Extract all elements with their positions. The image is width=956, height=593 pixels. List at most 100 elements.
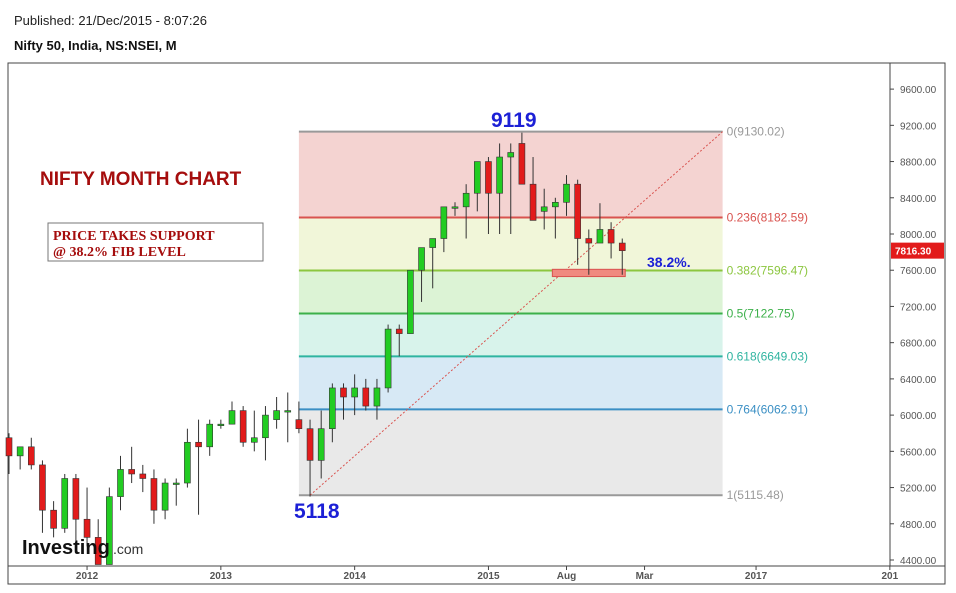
candle-body — [384, 328, 392, 389]
fib-label-0.5: 0.5(7122.75) — [727, 306, 795, 320]
candle-body — [507, 152, 515, 158]
x-tick-label: 2013 — [210, 571, 233, 582]
y-tick-label: 9200.00 — [900, 121, 937, 132]
x-tick-label: 2015 — [477, 571, 500, 582]
candle-body — [284, 410, 292, 413]
candle-body — [329, 387, 336, 429]
y-tick-label: 5600.00 — [900, 447, 937, 458]
candle-body — [150, 478, 158, 511]
investing-logo-suffix: .com — [113, 541, 143, 557]
fib-zone — [298, 313, 723, 357]
candle-body — [618, 242, 626, 251]
candle-body — [462, 192, 470, 208]
candle-body — [340, 387, 347, 398]
y-tick-label: 6400.00 — [900, 375, 937, 386]
annotation-box — [47, 222, 264, 262]
candle-body — [473, 161, 481, 194]
candle-body — [217, 423, 225, 426]
last-price-tag — [891, 242, 944, 259]
candle-body — [485, 161, 492, 194]
candle-body — [574, 183, 581, 239]
candle-body — [94, 537, 102, 565]
candle-body — [540, 206, 548, 212]
x-tick-label: Aug — [557, 571, 576, 582]
y-tick-label: 8000.00 — [900, 230, 937, 241]
candle-body — [251, 437, 258, 443]
fib-label-0.764: 0.764(6062.91) — [727, 402, 808, 416]
time-axis-frame — [7, 565, 946, 585]
annotation-line-2: @ 38.2% FIB LEVEL — [53, 245, 186, 260]
fib-label-1: 1(5115.48) — [727, 488, 784, 502]
y-tick-label: 9600.00 — [900, 85, 937, 96]
symbol-label: Nifty 50, India, NS:NSEI, M — [14, 38, 177, 53]
candle-body — [262, 414, 269, 439]
candle-body — [16, 446, 24, 457]
candle-body — [563, 183, 570, 203]
candle-body — [407, 269, 414, 334]
y-tick-label: 6800.00 — [900, 339, 937, 350]
candle-body — [273, 410, 280, 420]
candle-body — [451, 206, 459, 209]
candle-body — [50, 509, 57, 529]
y-tick-label: 7600.00 — [900, 266, 937, 277]
y-tick-label: 7200.00 — [900, 302, 937, 313]
candle-body — [529, 183, 537, 221]
candle-body — [184, 441, 191, 484]
y-tick-label: 8800.00 — [900, 158, 937, 169]
fib-zone — [298, 356, 723, 410]
y-tick-label: 8400.00 — [900, 194, 937, 205]
x-tick-label: 2014 — [344, 571, 367, 582]
candle-body — [585, 238, 593, 244]
x-tick-label: 2012 — [76, 571, 99, 582]
x-tick-label: 201 — [882, 571, 899, 582]
candle-body — [5, 437, 13, 457]
candle-body — [195, 441, 202, 448]
candle-body — [496, 156, 503, 194]
candle-body — [373, 387, 381, 407]
candle-body — [106, 496, 113, 565]
low-label: 5118 — [294, 500, 340, 523]
y-tick-label: 4400.00 — [900, 556, 937, 567]
candle-body — [39, 464, 46, 511]
candle-body — [552, 202, 559, 208]
fib-label-0.236: 0.236(8182.59) — [727, 210, 808, 224]
y-tick-label: 6000.00 — [900, 411, 937, 422]
candle-body — [206, 423, 213, 448]
candle-body — [27, 446, 35, 466]
x-tick-label: 2017 — [745, 571, 768, 582]
candle-body — [518, 143, 526, 185]
last-price-label: 7816.30 — [895, 247, 932, 258]
candle-body — [395, 328, 403, 334]
candle-body — [429, 238, 437, 248]
investing-logo: Investing — [22, 537, 110, 559]
published-timestamp: Published: 21/Dec/2015 - 8:07:26 — [14, 13, 207, 28]
candle-body — [440, 206, 448, 239]
price-axis-frame — [889, 62, 946, 567]
candle-body — [306, 428, 314, 461]
high-label: 9119 — [491, 109, 537, 132]
candle-body — [351, 387, 358, 398]
y-tick-label: 5200.00 — [900, 484, 937, 495]
candle-body — [161, 482, 169, 511]
candle-body — [596, 229, 604, 244]
candle-body — [83, 518, 91, 538]
candle-body — [418, 247, 425, 271]
annotation-line-1: PRICE TAKES SUPPORT — [53, 229, 215, 244]
fib-pct-label: 38.2%. — [647, 254, 691, 270]
candle-body — [239, 410, 247, 443]
fib-label-0.618: 0.618(6649.03) — [727, 349, 808, 363]
candle-body — [295, 419, 303, 429]
candle-body — [607, 229, 615, 244]
chart-title: NIFTY MONTH CHART — [40, 169, 242, 190]
candle-body — [128, 469, 135, 475]
candle-body — [72, 478, 80, 520]
candle-body — [172, 482, 180, 485]
fib-label-0.382: 0.382(7596.47) — [727, 264, 808, 278]
candle-body — [228, 410, 236, 425]
candle-body — [362, 387, 370, 407]
candle-body — [139, 473, 147, 479]
candle-body — [117, 469, 124, 497]
fib-zone — [298, 409, 723, 496]
x-tick-label: Mar — [636, 571, 654, 582]
